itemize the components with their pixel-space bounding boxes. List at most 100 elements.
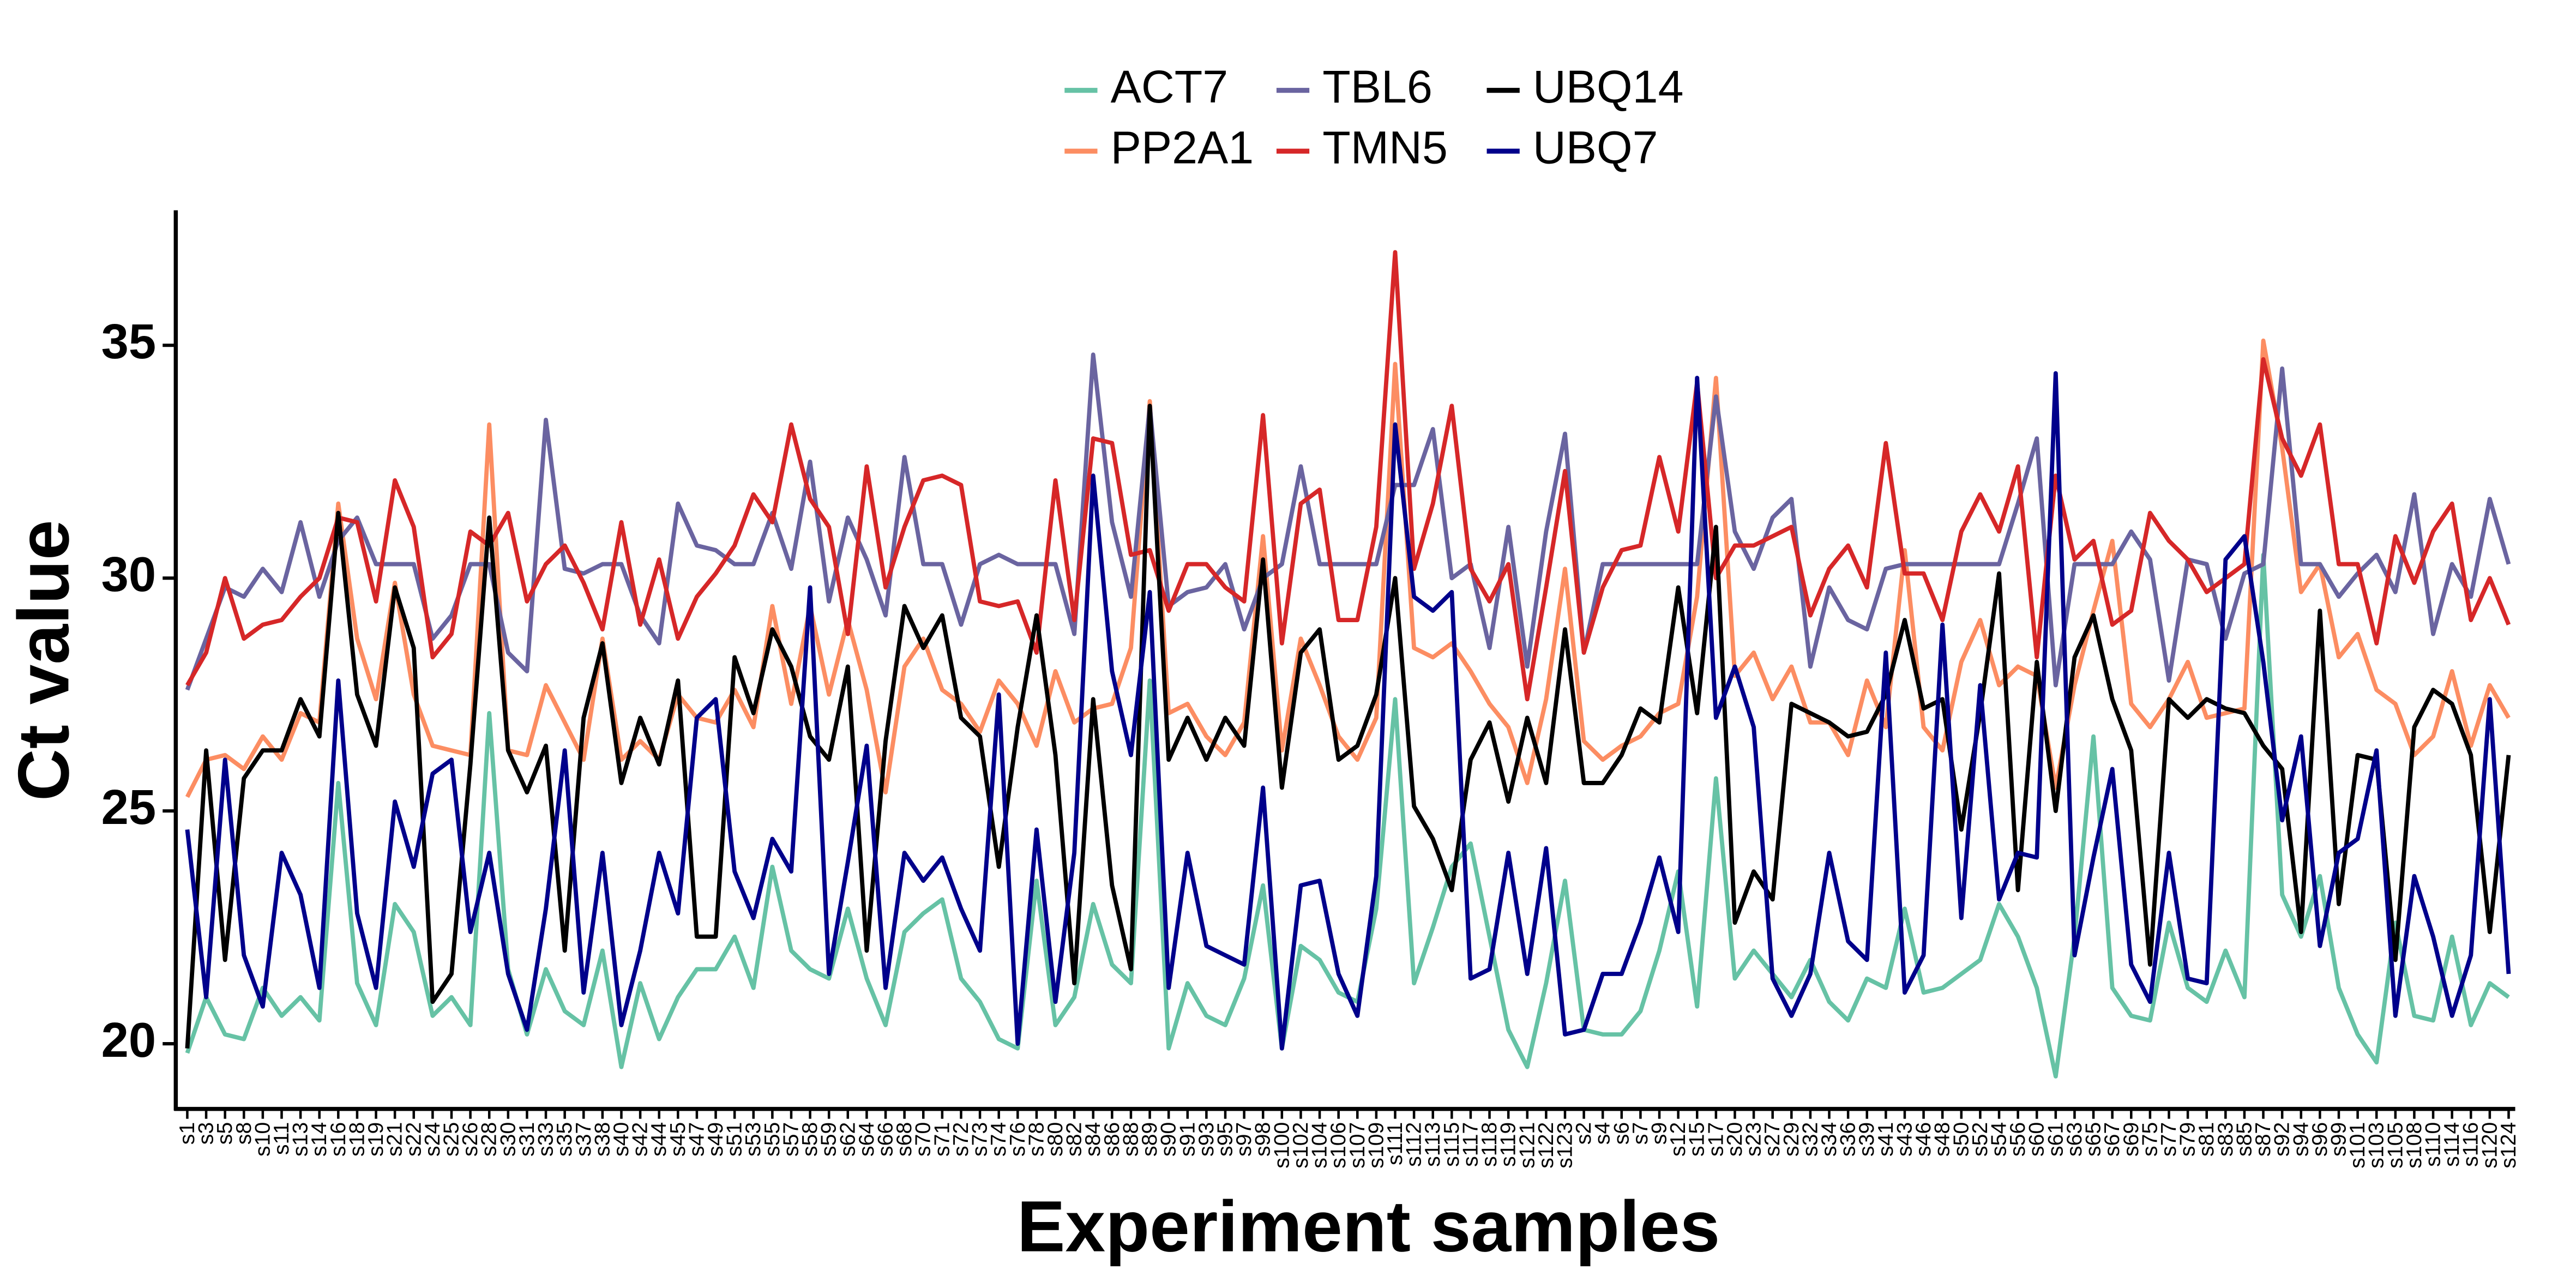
series-line	[185, 338, 2511, 798]
x-tick-label: s18	[345, 1122, 369, 1157]
x-tick-label: s59	[817, 1122, 841, 1157]
x-tick-label: s6	[1610, 1122, 1633, 1145]
x-tick-label: s49	[704, 1122, 727, 1157]
legend-label: UBQ7	[1533, 122, 1658, 173]
x-tick-label: s88	[1119, 1122, 1142, 1157]
x-tick-label: s57	[779, 1122, 803, 1157]
x-tick-label: s39	[1855, 1122, 1879, 1157]
x-tick-label: s111	[1383, 1122, 1407, 1165]
x-tick-label: s31	[515, 1122, 539, 1157]
x-tick-label: s2	[1572, 1122, 1596, 1145]
x-tick-label: s93	[1195, 1122, 1218, 1157]
x-tick-label: s91	[1176, 1122, 1199, 1157]
x-tick-label: s9	[1648, 1122, 1671, 1145]
x-tick-label: s96	[2308, 1122, 2332, 1157]
legend-label: TMN5	[1322, 122, 1448, 173]
x-tick-label: s77	[2157, 1122, 2181, 1157]
x-tick-label: s61	[2044, 1122, 2067, 1157]
x-tick-label: s11	[270, 1122, 293, 1155]
y-axis-label: Ct value	[3, 520, 84, 801]
x-tick-label: s86	[1100, 1122, 1124, 1157]
x-tick-label: s63	[2063, 1122, 2086, 1157]
x-tick-label: s102	[1289, 1122, 1313, 1169]
x-tick-label: s116	[2459, 1122, 2483, 1167]
x-tick-label: s26	[459, 1122, 482, 1157]
x-tick-label: s54	[1988, 1122, 2011, 1157]
x-tick-label: s32	[1798, 1122, 1822, 1157]
legend-label: ACT7	[1111, 61, 1229, 112]
x-tick-label: s51	[723, 1122, 747, 1157]
x-tick-label: s124	[2497, 1122, 2520, 1169]
y-tick-label: 35	[101, 314, 157, 369]
x-axis-label: Experiment samples	[1017, 1187, 1720, 1267]
x-tick-label: s36	[1837, 1122, 1860, 1157]
x-tick-label: s92	[2271, 1122, 2294, 1157]
x-tick-label: s119	[1497, 1122, 1520, 1167]
x-tick-label: s122	[1534, 1122, 1558, 1169]
x-tick-label: s94	[2289, 1122, 2313, 1157]
x-tick-label: s76	[1006, 1122, 1030, 1157]
x-tick-label: s1	[176, 1122, 199, 1145]
x-tick-label: s30	[496, 1122, 520, 1157]
x-tick-label: s75	[2138, 1122, 2162, 1157]
x-tick-label: s105	[2384, 1122, 2407, 1169]
x-tick-label: s10	[251, 1122, 274, 1157]
x-tick-label: s78	[1025, 1122, 1048, 1157]
y-tick-label: 20	[101, 1013, 157, 1068]
x-tick-label: s44	[647, 1122, 671, 1157]
legend-label: PP2A1	[1111, 122, 1254, 173]
x-tick-label: s89	[1138, 1122, 1161, 1157]
x-tick-label: s98	[1251, 1122, 1275, 1157]
x-tick-label: s68	[893, 1122, 916, 1157]
x-tick-label: s40	[610, 1122, 633, 1157]
x-tick-label: s97	[1232, 1122, 1256, 1157]
x-tick-label: s48	[1931, 1122, 1954, 1157]
x-tick-label: s110	[2422, 1122, 2445, 1167]
x-tick-label: s12	[1666, 1122, 1690, 1157]
x-tick-label: s72	[949, 1122, 973, 1157]
x-tick-label: s82	[1063, 1122, 1086, 1157]
x-tick-label: s112	[1403, 1122, 1426, 1167]
x-tick-label: s23	[1742, 1122, 1766, 1157]
x-tick-label: s24	[421, 1122, 444, 1157]
x-tick-label: s87	[2252, 1122, 2275, 1157]
x-tick-label: s109	[1364, 1122, 1388, 1169]
legend-label: UBQ14	[1533, 61, 1684, 112]
x-tick-label: s95	[1214, 1122, 1237, 1157]
x-tick-label: s83	[2214, 1122, 2237, 1157]
y-tick-label: 30	[101, 547, 157, 602]
x-tick-label: s50	[1949, 1122, 1973, 1157]
x-tick-label: s35	[553, 1122, 576, 1157]
x-tick-label: s13	[289, 1122, 312, 1157]
x-tick-label: s115	[1440, 1122, 1464, 1167]
x-tick-label: s79	[2176, 1122, 2200, 1157]
x-tick-label: s27	[1761, 1122, 1784, 1157]
x-tick-label: s28	[478, 1122, 501, 1157]
x-tick-label: s103	[2365, 1122, 2388, 1169]
x-tick-label: s104	[1308, 1122, 1332, 1169]
x-tick-label: s101	[2346, 1122, 2369, 1169]
x-tick-label: s20	[1723, 1122, 1747, 1157]
legend-label: TBL6	[1322, 61, 1433, 112]
x-tick-label: s38	[591, 1122, 614, 1157]
x-tick-label: s47	[685, 1122, 708, 1157]
x-tick-label: s55	[761, 1122, 784, 1157]
x-tick-label: s58	[798, 1122, 822, 1157]
x-tick-label: s8	[232, 1122, 256, 1145]
series-line	[185, 371, 2511, 1051]
x-tick-label: s80	[1044, 1122, 1067, 1157]
x-tick-label: s19	[364, 1122, 388, 1157]
x-tick-label: s99	[2327, 1122, 2350, 1157]
x-tick-label: s56	[2006, 1122, 2030, 1157]
x-tick-label: s15	[1686, 1122, 1709, 1157]
x-tick-label: s107	[1346, 1122, 1369, 1169]
x-tick-label: s108	[2403, 1122, 2426, 1169]
x-tick-label: s53	[742, 1122, 765, 1157]
x-tick-label: s121	[1515, 1122, 1539, 1169]
x-tick-label: s123	[1553, 1122, 1576, 1169]
x-tick-label: s90	[1157, 1122, 1181, 1157]
x-tick-label: s106	[1327, 1122, 1350, 1169]
x-tick-label: s114	[2440, 1122, 2464, 1167]
